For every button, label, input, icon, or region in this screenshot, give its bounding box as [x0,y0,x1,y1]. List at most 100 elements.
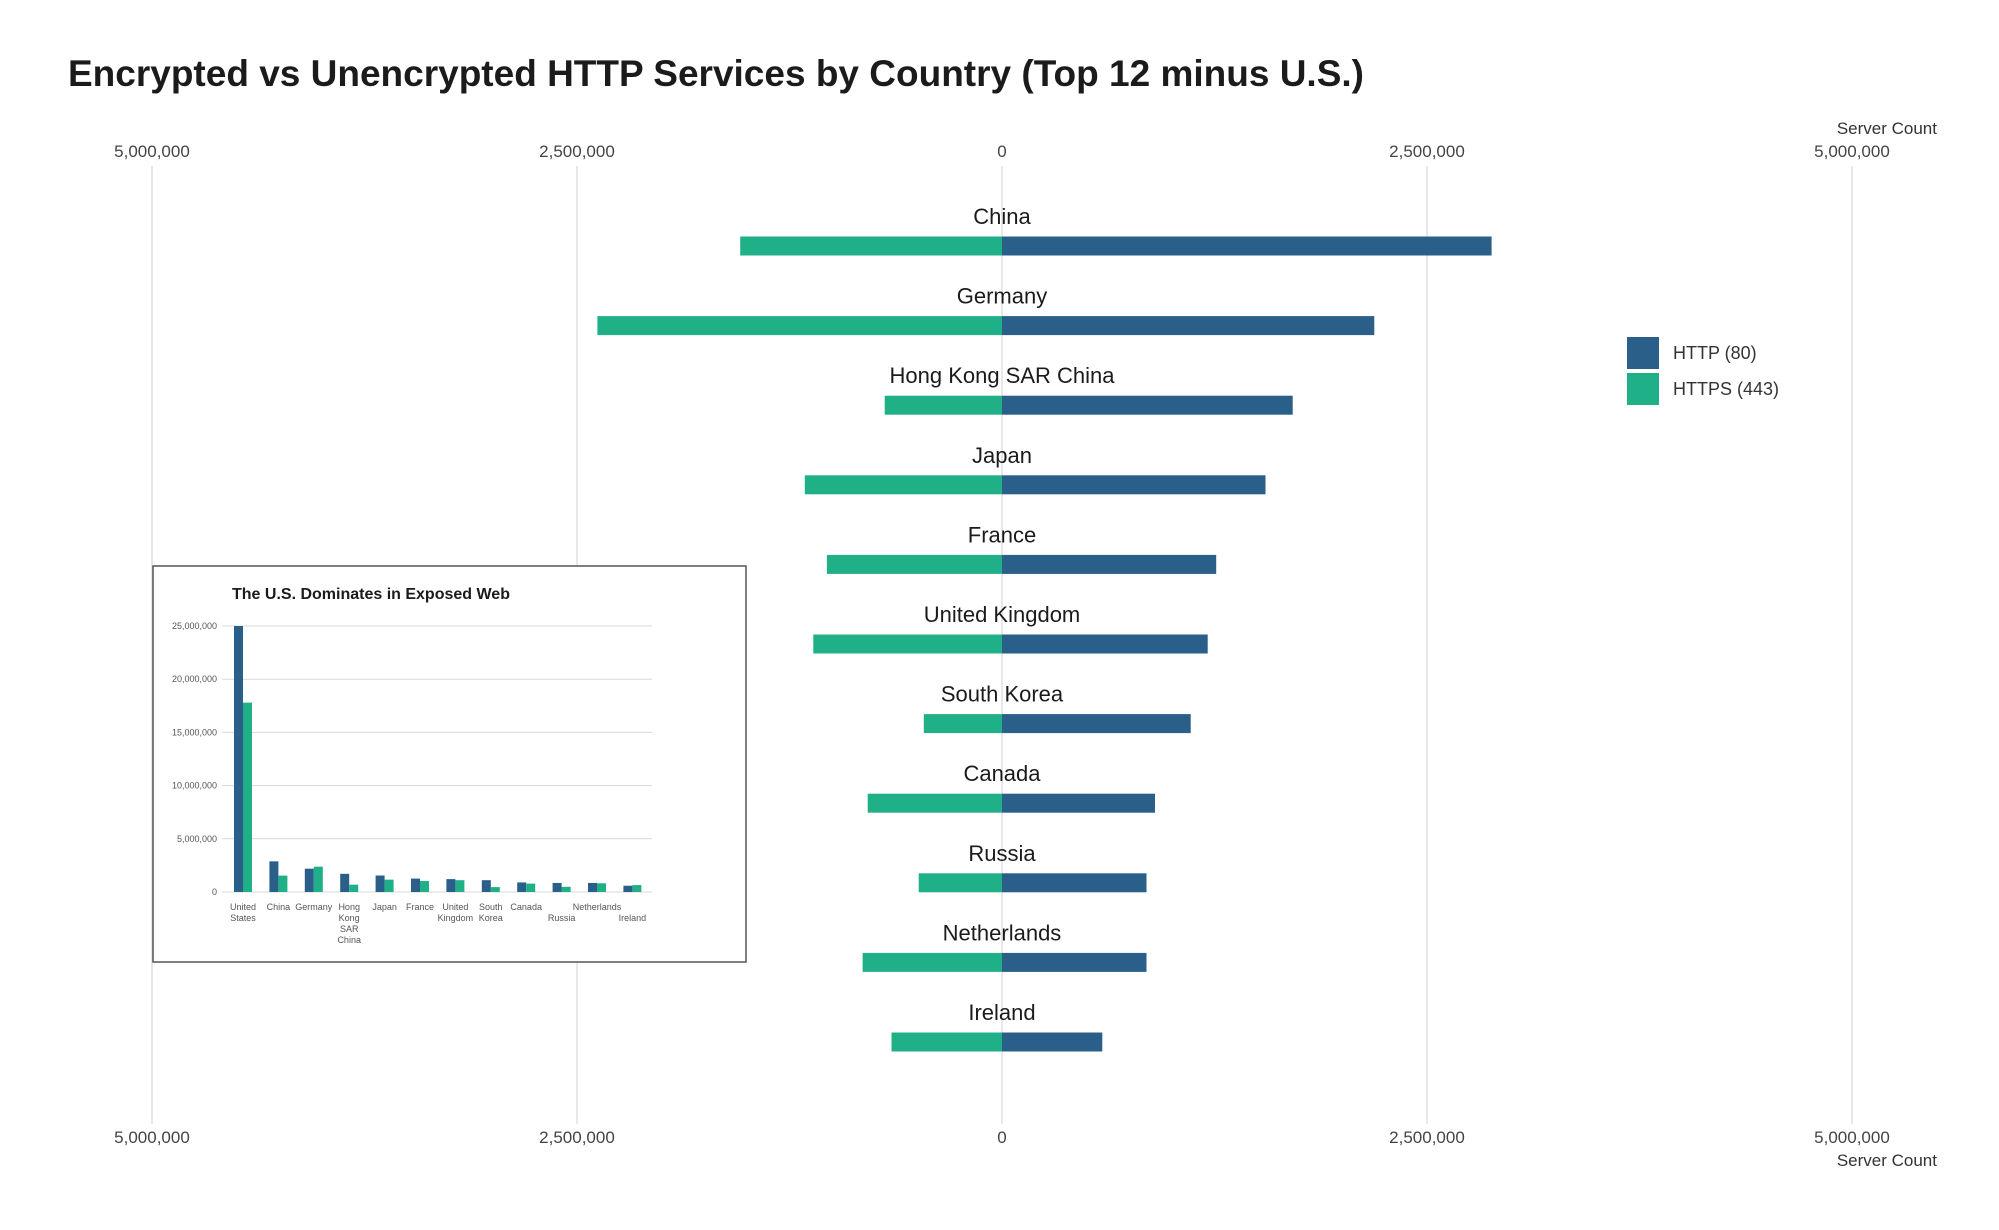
inset-category-label: Ireland [619,913,647,923]
x-tick-label-top: 0 [997,142,1006,161]
bar-https [862,952,1002,972]
inset-category-label: China [337,935,361,945]
inset-bar-https [313,866,323,892]
inset-category-label: States [230,913,256,923]
inset-bar-https [490,887,500,892]
inset-bar-http [234,626,243,892]
category-label: Canada [963,761,1041,786]
inset-bar-http [411,878,420,892]
inset-chart: The U.S. Dominates in Exposed Web 0 5,000,… [152,565,747,963]
inset-bar-http [340,873,350,892]
bar-https [813,634,1002,654]
inset-y-tick-label: 25,000,000 [172,621,217,631]
inset-category-label: Canada [510,902,542,912]
inset-y-tick-label: 20,000,000 [172,674,217,684]
inset-y-tick-label: 0 [212,887,217,897]
inset-category-label: Germany [295,902,333,912]
inset-bar-https [278,875,288,892]
inset-bar-http [552,882,562,892]
bar-http [1002,634,1208,654]
category-label: Ireland [968,1000,1035,1025]
category-label: Russia [968,841,1036,866]
bar-http [1002,1032,1103,1052]
bar-http [1002,316,1375,336]
inset-category-label: Kingdom [438,913,474,923]
bar-http [1002,554,1217,574]
bar-https [884,395,1002,415]
inset-bar-http [481,880,491,892]
inset-bar-http [588,882,597,892]
inset-bar-https [420,881,429,892]
inset-bar-http [269,861,279,892]
bar-http [1002,793,1155,813]
category-label: Japan [972,443,1032,468]
inset-title: The U.S. Dominates in Exposed Web [232,586,510,603]
x-axis-title-top: Server Count [1837,119,1937,138]
inset-category-label: SAR [340,924,359,934]
bar-http [1002,952,1147,972]
category-label: Hong Kong SAR China [889,363,1115,388]
inset-bar-https [632,885,642,892]
category-label: United Kingdom [924,602,1081,627]
inset-bar-https [455,880,465,892]
bar-https [804,475,1002,495]
x-tick-label-top: 5,000,000 [114,142,190,161]
inset-category-label: Kong [339,913,360,923]
bar-https [918,873,1002,893]
inset-category-label: China [267,902,291,912]
inset-bar-http [623,885,633,892]
inset-category-label: Hong [338,902,360,912]
bar-https [597,316,1002,336]
bar-http [1002,475,1266,495]
category-label: China [973,204,1031,229]
inset-y-tick-label: 15,000,000 [172,727,217,737]
inset-category-label: Russia [548,913,576,923]
x-tick-label-bottom: 5,000,000 [114,1128,190,1147]
inset-bar-http [304,868,314,892]
category-label: France [968,522,1036,547]
legend-swatch [1627,337,1659,369]
x-tick-label-bottom: 2,500,000 [1389,1128,1465,1147]
x-tick-label-top: 2,500,000 [539,142,615,161]
x-tick-label-bottom: 0 [997,1128,1006,1147]
bar-https [923,714,1002,734]
x-axis-title-bottom: Server Count [1837,1151,1937,1170]
category-label: Netherlands [943,920,1062,945]
inset-bar-http [375,875,385,892]
inset-y-tick-label: 10,000,000 [172,781,217,791]
x-tick-label-bottom: 2,500,000 [539,1128,615,1147]
bar-https [867,793,1002,813]
inset-y-tick-label: 5,000,000 [177,834,217,844]
inset-bar-https [561,886,571,892]
bar-http [1002,395,1293,415]
bar-https [826,554,1002,574]
bar-http [1002,714,1191,734]
x-tick-label-bottom: 5,000,000 [1814,1128,1890,1147]
category-label: Germany [957,284,1047,309]
inset-category-label: Korea [479,913,503,923]
inset-bar-https [349,884,359,892]
inset-category-label: United [442,902,468,912]
inset-category-label: Japan [372,902,397,912]
legend-swatch [1627,373,1659,405]
chart-title: Encrypted vs Unencrypted HTTP Services b… [68,53,1364,94]
inset-category-label: France [406,902,434,912]
bar-http [1002,873,1147,893]
bar-http [1002,236,1492,256]
inset-category-label: United [230,902,256,912]
x-tick-label-top: 2,500,000 [1389,142,1465,161]
bar-https [891,1032,1002,1052]
inset-bar-http [446,879,456,892]
inset-bar-https [384,879,394,892]
inset-bar-https [243,702,252,892]
legend-label: HTTP (80) [1673,343,1757,363]
legend-label: HTTPS (443) [1673,379,1779,399]
inset-bar-https [526,883,536,892]
bar-https [740,236,1002,256]
inset-bar-http [517,882,527,892]
x-tick-label-top: 5,000,000 [1814,142,1890,161]
category-label: South Korea [941,682,1064,707]
inset-bar-https [597,883,606,892]
inset-category-label: South [479,902,503,912]
